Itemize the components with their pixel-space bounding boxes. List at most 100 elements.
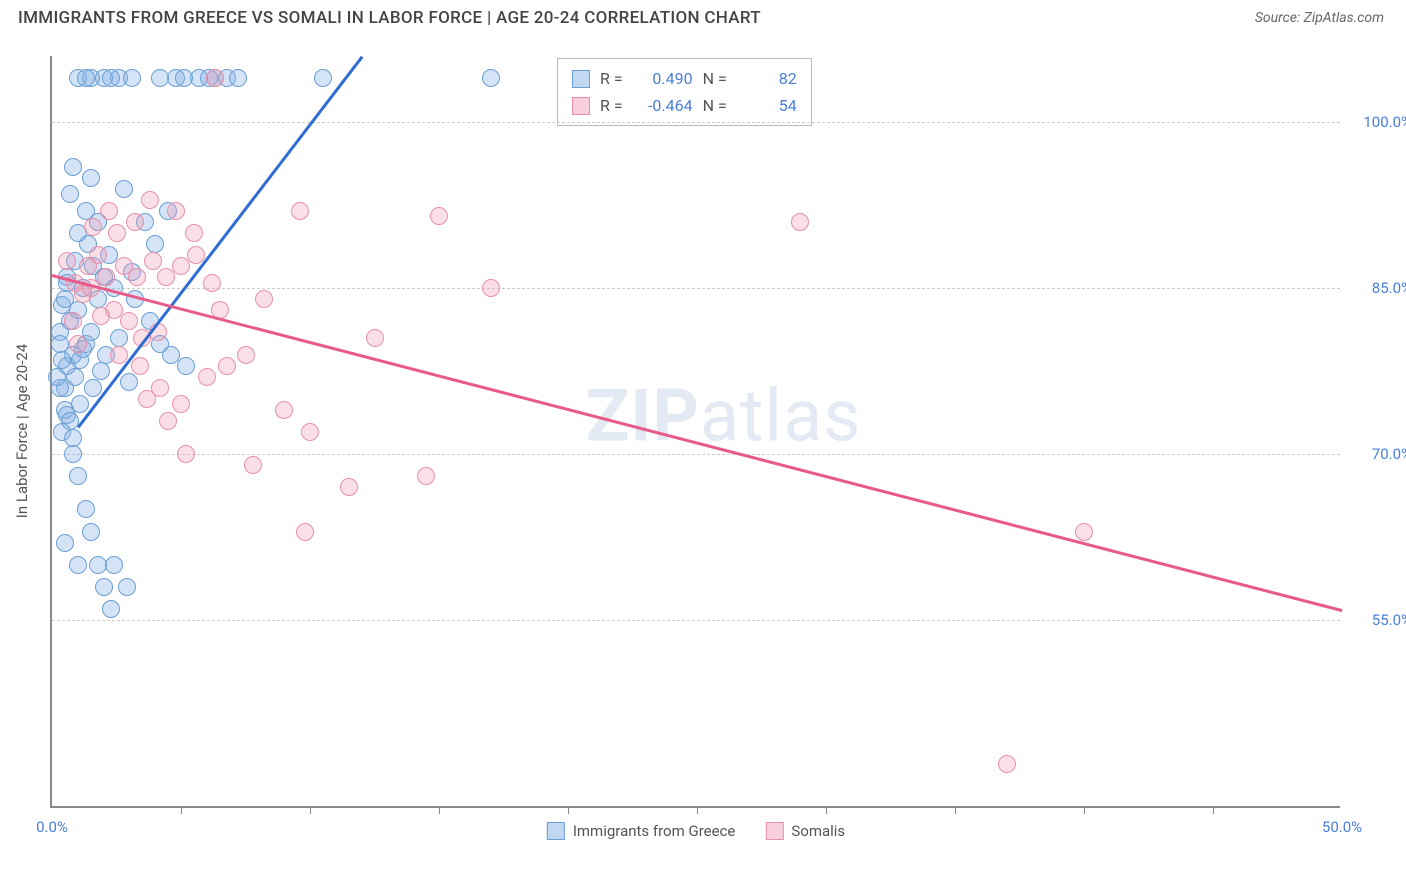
legend-label-somali: Somalis bbox=[791, 822, 845, 840]
data-point bbox=[64, 429, 82, 447]
data-point bbox=[100, 202, 118, 220]
data-point bbox=[291, 202, 309, 220]
data-point bbox=[84, 218, 102, 236]
data-point bbox=[128, 268, 146, 286]
x-tick-label: 50.0% bbox=[1322, 818, 1362, 836]
data-point bbox=[92, 307, 110, 325]
gridline bbox=[52, 122, 1340, 123]
data-point bbox=[123, 69, 141, 87]
data-point bbox=[120, 373, 138, 391]
data-point bbox=[198, 368, 216, 386]
data-point bbox=[340, 478, 358, 496]
data-point bbox=[69, 335, 87, 353]
data-point bbox=[172, 395, 190, 413]
data-point bbox=[69, 467, 87, 485]
data-point bbox=[64, 445, 82, 463]
data-point bbox=[175, 69, 193, 87]
data-point bbox=[77, 500, 95, 518]
data-point bbox=[118, 578, 136, 596]
x-tick bbox=[955, 806, 956, 814]
data-point bbox=[82, 169, 100, 187]
stats-legend: R = 0.490 N = 82 R = -0.464 N = 54 bbox=[557, 58, 812, 126]
data-point bbox=[120, 312, 138, 330]
data-point bbox=[131, 357, 149, 375]
x-tick bbox=[1213, 806, 1214, 814]
data-point bbox=[172, 257, 190, 275]
data-point bbox=[244, 456, 262, 474]
n-value-greece: 82 bbox=[741, 65, 797, 92]
data-point bbox=[255, 290, 273, 308]
data-point bbox=[151, 69, 169, 87]
data-point bbox=[301, 423, 319, 441]
data-point bbox=[167, 202, 185, 220]
x-tick bbox=[310, 806, 311, 814]
r-value-somali: -0.464 bbox=[637, 92, 693, 119]
y-tick-label: 100.0% bbox=[1352, 113, 1406, 131]
data-point bbox=[84, 379, 102, 397]
data-point bbox=[237, 346, 255, 364]
data-point bbox=[61, 185, 79, 203]
data-point bbox=[203, 274, 221, 292]
data-point bbox=[58, 252, 76, 270]
x-tick bbox=[826, 806, 827, 814]
data-point bbox=[177, 445, 195, 463]
data-point bbox=[95, 578, 113, 596]
data-point bbox=[66, 368, 84, 386]
gridline bbox=[52, 620, 1340, 621]
data-point bbox=[430, 207, 448, 225]
n-label: N = bbox=[703, 92, 727, 119]
data-point bbox=[998, 755, 1016, 773]
data-point bbox=[48, 368, 66, 386]
x-tick bbox=[697, 806, 698, 814]
data-point bbox=[159, 412, 177, 430]
data-point bbox=[77, 202, 95, 220]
data-point bbox=[275, 401, 293, 419]
data-point bbox=[105, 556, 123, 574]
x-tick bbox=[439, 806, 440, 814]
data-point bbox=[157, 268, 175, 286]
y-axis-title: In Labor Force | Age 20-24 bbox=[13, 344, 31, 518]
data-point bbox=[791, 213, 809, 231]
n-value-somali: 54 bbox=[741, 92, 797, 119]
data-point bbox=[51, 335, 69, 353]
legend-item-greece: Immigrants from Greece bbox=[547, 822, 736, 840]
data-point bbox=[151, 379, 169, 397]
data-point bbox=[141, 191, 159, 209]
data-point bbox=[417, 467, 435, 485]
data-point bbox=[64, 312, 82, 330]
r-label: R = bbox=[600, 92, 623, 119]
data-point bbox=[97, 268, 115, 286]
legend-item-somali: Somalis bbox=[765, 822, 845, 840]
data-point bbox=[366, 329, 384, 347]
x-tick-label: 0.0% bbox=[36, 818, 68, 836]
r-label: R = bbox=[600, 65, 623, 92]
swatch-pink-icon bbox=[572, 97, 590, 115]
trend-line bbox=[52, 274, 1343, 611]
stats-legend-row-greece: R = 0.490 N = 82 bbox=[572, 65, 797, 92]
x-tick bbox=[181, 806, 182, 814]
data-point bbox=[110, 329, 128, 347]
n-label: N = bbox=[703, 65, 727, 92]
data-point bbox=[206, 69, 224, 87]
x-tick bbox=[568, 806, 569, 814]
swatch-blue-icon bbox=[572, 70, 590, 88]
chart-title: IMMIGRANTS FROM GREECE VS SOMALI IN LABO… bbox=[18, 8, 761, 28]
data-point bbox=[482, 69, 500, 87]
data-point bbox=[144, 252, 162, 270]
swatch-blue-icon bbox=[547, 822, 565, 840]
data-point bbox=[229, 69, 247, 87]
source-attribution: Source: ZipAtlas.com bbox=[1255, 10, 1384, 26]
y-tick-label: 85.0% bbox=[1352, 279, 1406, 297]
data-point bbox=[53, 351, 71, 369]
gridline bbox=[52, 288, 1340, 289]
data-point bbox=[314, 69, 332, 87]
stats-legend-row-somali: R = -0.464 N = 54 bbox=[572, 92, 797, 119]
data-point bbox=[69, 556, 87, 574]
data-point bbox=[177, 357, 195, 375]
series-legend: Immigrants from Greece Somalis bbox=[547, 822, 845, 840]
data-point bbox=[296, 523, 314, 541]
data-point bbox=[79, 257, 97, 275]
data-point bbox=[56, 290, 74, 308]
data-point bbox=[185, 224, 203, 242]
y-tick-label: 55.0% bbox=[1352, 611, 1406, 629]
